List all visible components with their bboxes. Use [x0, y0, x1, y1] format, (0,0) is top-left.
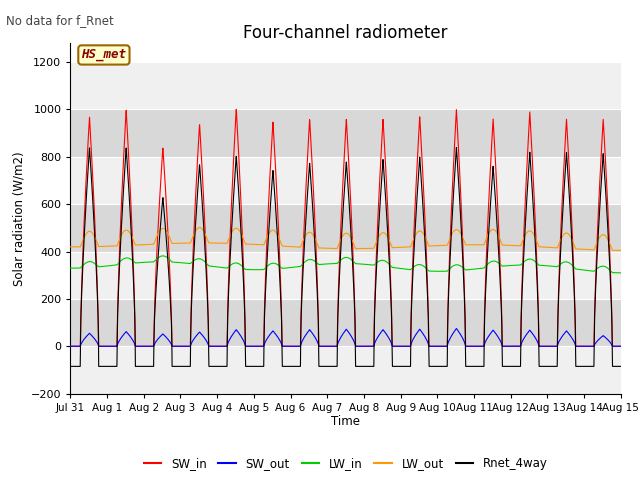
Bar	[70, 157, 621, 204]
Bar	[70, 299, 621, 346]
Text: HS_met: HS_met	[81, 48, 127, 61]
Legend: SW_in, SW_out, LW_in, LW_out, Rnet_4way: SW_in, SW_out, LW_in, LW_out, Rnet_4way	[139, 452, 552, 475]
Bar	[70, 109, 621, 157]
Bar	[70, 252, 621, 299]
Y-axis label: Solar radiation (W/m2): Solar radiation (W/m2)	[12, 151, 26, 286]
Text: No data for f_Rnet: No data for f_Rnet	[6, 14, 114, 27]
Bar	[70, 204, 621, 252]
X-axis label: Time: Time	[331, 415, 360, 429]
Bar	[70, 62, 621, 109]
Title: Four-channel radiometer: Four-channel radiometer	[243, 24, 448, 42]
Bar	[70, 346, 621, 394]
